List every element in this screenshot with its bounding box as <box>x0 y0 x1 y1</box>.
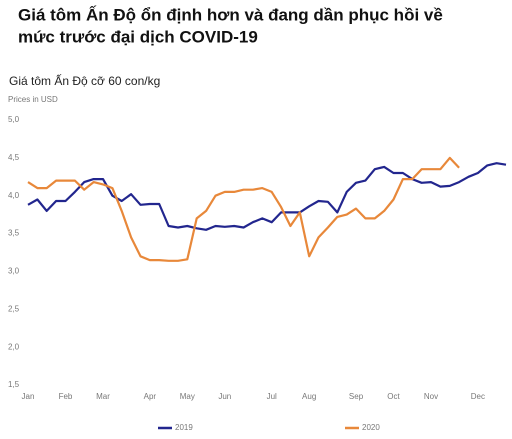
x-tick-label: Aug <box>302 392 316 401</box>
y-tick-label: 4,0 <box>8 191 20 200</box>
line-series <box>27 162 507 231</box>
x-tick-label: Jul <box>267 392 277 401</box>
y-tick-label: 4,5 <box>8 153 20 162</box>
x-tick-label: Jan <box>22 392 35 401</box>
x-tick-label: Dec <box>471 392 485 401</box>
y-axis-label: Prices in USD <box>8 95 58 104</box>
y-tick-label: 1,5 <box>8 380 20 389</box>
line-series <box>27 156 460 262</box>
y-tick-label: 2,5 <box>8 304 20 313</box>
y-tick-label: 3,5 <box>8 229 20 238</box>
x-tick-label: Apr <box>144 392 157 401</box>
chart-subtitle: Giá tôm Ấn Độ cỡ 60 con/kg <box>9 73 160 88</box>
x-tick-label: Sep <box>349 392 364 401</box>
legend-label: 2020 <box>362 423 380 432</box>
x-tick-label: Oct <box>387 392 400 401</box>
x-tick-label: Nov <box>424 392 438 401</box>
x-tick-label: Mar <box>96 392 110 401</box>
chart-title: mức trước đại dịch COVID-19 <box>18 27 258 46</box>
y-tick-label: 2,0 <box>8 342 20 351</box>
chart-title: Giá tôm Ấn Độ ổn định hơn và đang dần ph… <box>18 5 443 24</box>
x-tick-label: May <box>180 392 195 401</box>
y-tick-label: 5,0 <box>8 115 20 124</box>
x-tick-label: Jun <box>218 392 231 401</box>
x-tick-label: Feb <box>59 392 73 401</box>
legend-label: 2019 <box>175 423 193 432</box>
y-tick-label: 3,0 <box>8 267 20 276</box>
